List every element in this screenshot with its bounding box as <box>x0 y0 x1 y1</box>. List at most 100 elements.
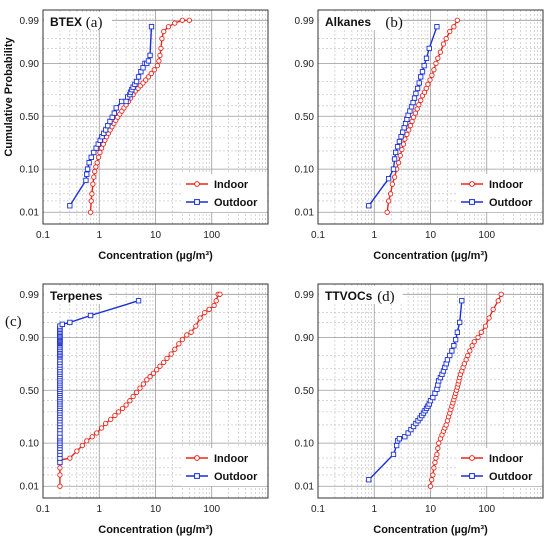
series-indoor-point <box>430 472 436 478</box>
series-outdoor-point <box>414 85 421 92</box>
plot-frame <box>317 9 544 225</box>
series-indoor-point <box>98 425 105 431</box>
y-tick-label: 0.99 <box>295 290 315 301</box>
series-indoor-point <box>437 49 444 55</box>
x-axis-label: Concentration (µg/m³) <box>98 524 213 536</box>
series-indoor-point <box>172 346 178 352</box>
series-indoor-point <box>498 291 504 297</box>
series-indoor-point <box>406 127 412 133</box>
series-indoor-point <box>463 357 469 363</box>
series-indoor-point <box>495 298 501 304</box>
series-indoor-point <box>429 72 435 78</box>
series-outdoor-point <box>398 134 404 140</box>
x-tick-label: 10 <box>425 230 437 241</box>
series-indoor-point <box>159 36 165 42</box>
series-indoor-point <box>156 58 162 64</box>
chart-panel-1: 0.1 1 10 100 0.01 0.10 0.50 0.90 0.99 Concentrati… <box>3 9 269 262</box>
series-outdoor-point <box>67 319 73 326</box>
series-indoor-point <box>478 329 484 335</box>
y-tick-label: 0.50 <box>20 112 40 123</box>
series-indoor-point <box>443 422 449 428</box>
series-indoor-point <box>389 181 396 187</box>
series-indoor-point <box>154 63 161 69</box>
series-outdoor-point <box>133 78 140 85</box>
series-indoor-point <box>410 114 417 120</box>
x-tick-label: 100 <box>478 230 495 241</box>
chart-panel-2: 0.1 1 10 100 0.01 0.10 0.50 0.90 0.99 Concentrati… <box>295 9 544 262</box>
series-indoor-point <box>179 337 185 343</box>
series-indoor-point <box>451 24 457 30</box>
legend: Indoor Outdoor <box>457 448 541 486</box>
x-tick-label: 100 <box>203 504 220 515</box>
series-indoor-point <box>431 465 437 471</box>
series-indoor-point <box>387 191 394 197</box>
x-axis-label: Concentration (µg/m³) <box>373 524 488 536</box>
series-indoor-point <box>57 483 63 489</box>
y-tick-label: 0.10 <box>20 439 40 450</box>
series-outdoor-point <box>86 160 92 166</box>
series-outdoor-point <box>366 203 372 209</box>
series-indoor-point <box>391 174 398 180</box>
series-indoor-point <box>148 70 154 77</box>
legend-box <box>182 174 266 212</box>
y-tick-label: 0.90 <box>20 333 40 344</box>
title-box <box>319 12 402 30</box>
series-indoor-point <box>469 343 475 349</box>
x-tick-label: 0.1 <box>36 504 50 515</box>
legend-marker-outdoor <box>469 199 475 205</box>
series-outdoor-point <box>434 24 440 30</box>
title-box <box>319 286 403 304</box>
series-indoor-point <box>217 291 223 297</box>
series-indoor-point <box>168 351 174 357</box>
y-tick-label: 0.01 <box>295 208 315 219</box>
x-tick-label: 100 <box>478 504 495 515</box>
legend-label-indoor: Indoor <box>489 453 524 465</box>
series-outdoor-point <box>457 319 463 326</box>
legend-marker-indoor <box>194 455 200 461</box>
series-indoor-point <box>202 310 208 316</box>
series-outdoor-point <box>147 52 153 59</box>
series-outdoor-point <box>454 329 460 335</box>
title-box <box>44 286 109 304</box>
series-outdoor-point <box>453 337 459 343</box>
series-indoor-point <box>399 146 405 153</box>
series-indoor-point <box>447 28 453 35</box>
y-tick-label: 0.10 <box>295 165 315 176</box>
legend-marker-outdoor <box>469 473 475 479</box>
series-outdoor-point <box>67 203 73 209</box>
series-indoor-point <box>97 149 103 156</box>
plot-frame <box>42 283 269 499</box>
series-indoor-point <box>184 332 190 338</box>
series-indoor-point <box>440 41 447 47</box>
x-axis-label: Concentration (µg/m³) <box>373 250 488 262</box>
series-indoor-point <box>427 483 434 489</box>
series-indoor-point <box>89 434 95 440</box>
series-indoor-point <box>432 459 438 466</box>
series-indoor-point <box>157 52 163 59</box>
series-indoor-point <box>482 323 489 329</box>
series-indoor-point <box>130 393 136 400</box>
series-outdoor-point <box>140 65 146 71</box>
series-outdoor-point <box>400 129 406 135</box>
series-indoor-point <box>147 373 153 380</box>
series-indoor-point <box>127 398 133 404</box>
series-indoor-point <box>416 102 422 108</box>
series-outdoor-point <box>91 149 97 156</box>
series-indoor-point <box>150 370 157 376</box>
series-indoor-point <box>91 174 97 180</box>
plot-frame <box>42 9 269 225</box>
legend-marker-indoor <box>469 181 475 187</box>
series-indoor-point <box>137 385 143 391</box>
legend-marker-outdoor <box>194 199 200 205</box>
y-axis-label: Cumulative Probability <box>3 37 15 157</box>
legend-label-indoor: Indoor <box>214 179 249 191</box>
x-tick-label: 0.1 <box>311 230 325 241</box>
series-indoor-point <box>79 442 85 449</box>
x-tick-label: 1 <box>371 230 377 241</box>
series-outdoor-point <box>148 24 155 30</box>
series-indoor-point <box>164 355 170 362</box>
series-indoor-point <box>414 106 420 112</box>
series-outdoor-point <box>135 298 142 304</box>
series-outdoor-point <box>385 176 392 182</box>
